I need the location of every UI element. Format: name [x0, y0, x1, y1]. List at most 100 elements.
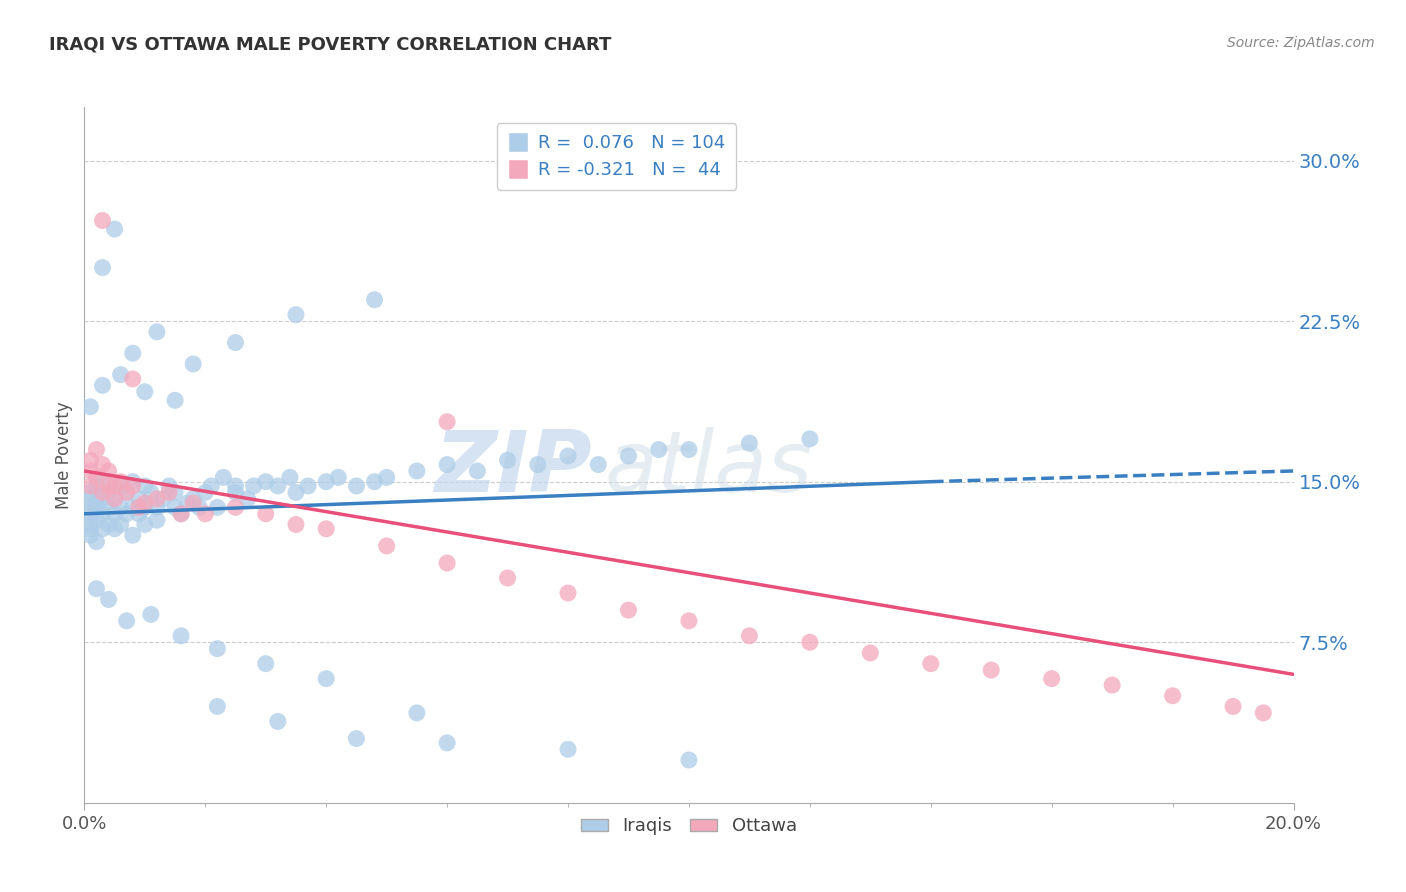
Point — [139, 607, 162, 622]
Point — [152, 491, 174, 506]
Point — [176, 496, 198, 510]
Point — [267, 714, 290, 729]
Point — [79, 491, 101, 506]
Point — [170, 507, 193, 521]
Point — [86, 500, 108, 515]
Point — [207, 699, 229, 714]
Point — [134, 500, 156, 515]
Point — [375, 470, 398, 484]
Point — [194, 507, 217, 521]
Point — [315, 475, 337, 489]
Point — [165, 485, 187, 500]
Point — [678, 614, 700, 628]
Point — [79, 453, 101, 467]
Point — [315, 672, 337, 686]
Point — [200, 479, 222, 493]
Point — [91, 475, 114, 489]
Point — [738, 436, 761, 450]
Point — [297, 479, 319, 493]
Point — [79, 500, 101, 515]
Point — [146, 491, 169, 506]
Point — [86, 496, 108, 510]
Point — [496, 571, 519, 585]
Point — [79, 479, 101, 493]
Point — [181, 496, 204, 510]
Text: ZIP: ZIP — [434, 427, 592, 510]
Point — [254, 475, 277, 489]
Point — [170, 507, 193, 521]
Point — [121, 479, 143, 493]
Point — [91, 522, 114, 536]
Point — [212, 470, 235, 484]
Point — [188, 500, 211, 515]
Point — [97, 464, 120, 478]
Point — [91, 378, 114, 392]
Point — [363, 475, 385, 489]
Point — [110, 500, 132, 515]
Point — [104, 222, 127, 236]
Point — [128, 500, 150, 515]
Point — [86, 470, 108, 484]
Point — [91, 213, 114, 227]
Point — [134, 517, 156, 532]
Point — [1253, 706, 1275, 720]
Point — [134, 384, 156, 399]
Point — [406, 464, 429, 478]
Point — [496, 453, 519, 467]
Point — [315, 522, 337, 536]
Point — [104, 491, 127, 506]
Point — [588, 458, 610, 472]
Point — [1222, 699, 1244, 714]
Point — [165, 500, 187, 515]
Point — [207, 641, 229, 656]
Point — [436, 556, 458, 570]
Y-axis label: Male Poverty: Male Poverty — [55, 401, 73, 508]
Point — [157, 479, 180, 493]
Point — [91, 491, 114, 506]
Point — [285, 308, 308, 322]
Point — [128, 491, 150, 506]
Point — [557, 586, 579, 600]
Point — [121, 346, 143, 360]
Point — [134, 479, 156, 493]
Point — [1040, 672, 1063, 686]
Point — [617, 603, 640, 617]
Point — [97, 592, 120, 607]
Point — [110, 517, 132, 532]
Point — [86, 513, 108, 527]
Point — [134, 496, 156, 510]
Point — [146, 513, 169, 527]
Point — [86, 479, 108, 493]
Point — [79, 400, 101, 414]
Point — [79, 528, 101, 542]
Point — [225, 485, 247, 500]
Point — [678, 753, 700, 767]
Point — [86, 534, 108, 549]
Point — [97, 485, 120, 500]
Point — [121, 500, 143, 515]
Point — [617, 449, 640, 463]
Point — [128, 507, 150, 521]
Point — [920, 657, 942, 671]
Point — [115, 485, 138, 500]
Point — [267, 479, 290, 493]
Point — [110, 479, 132, 493]
Point — [859, 646, 882, 660]
Point — [104, 479, 127, 493]
Point — [436, 458, 458, 472]
Point — [242, 479, 264, 493]
Point — [110, 475, 132, 489]
Point — [121, 372, 143, 386]
Point — [799, 432, 821, 446]
Point — [328, 470, 350, 484]
Point — [157, 485, 180, 500]
Text: atlas: atlas — [605, 427, 813, 510]
Point — [799, 635, 821, 649]
Point — [225, 500, 247, 515]
Point — [79, 517, 101, 532]
Point — [527, 458, 550, 472]
Point — [115, 614, 138, 628]
Point — [346, 731, 368, 746]
Point — [285, 485, 308, 500]
Legend: Iraqis, Ottawa: Iraqis, Ottawa — [574, 810, 804, 842]
